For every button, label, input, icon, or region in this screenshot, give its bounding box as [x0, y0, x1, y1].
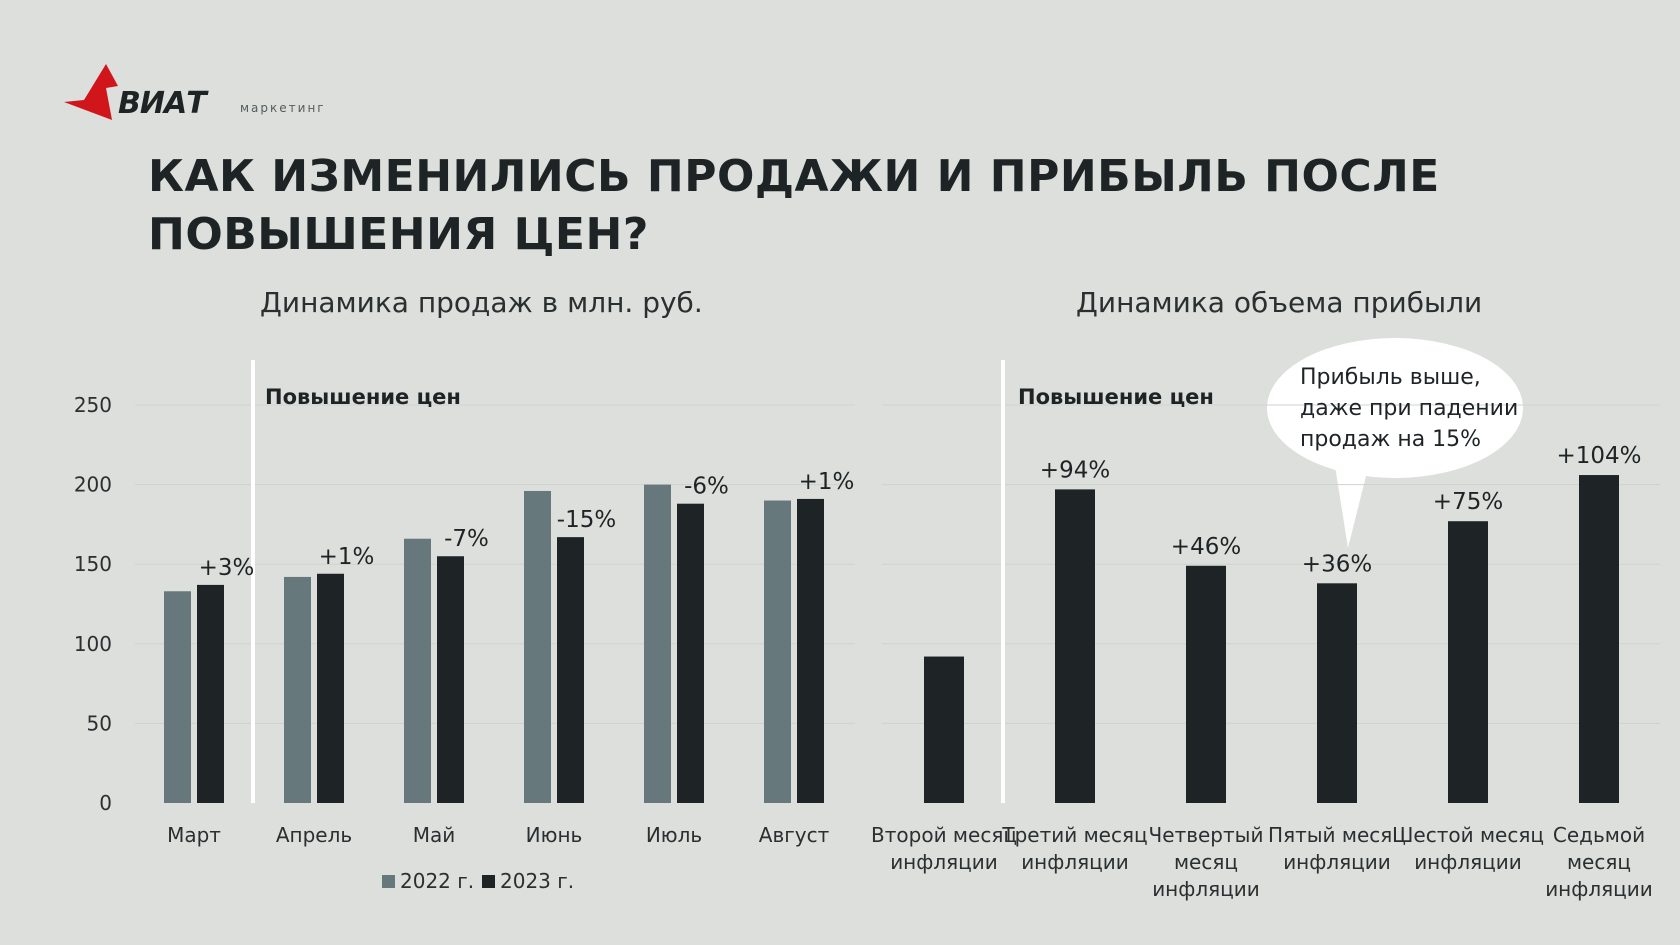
bar — [924, 656, 964, 803]
x-tick-label: Третий месяц инфляции — [1001, 823, 1147, 874]
bar — [677, 503, 704, 803]
y-tick-label: 100 — [74, 632, 112, 656]
legend-swatch — [382, 875, 395, 888]
bar — [644, 484, 671, 803]
bar — [404, 538, 431, 803]
callout-bubble-body — [1267, 338, 1523, 478]
bar — [284, 576, 311, 803]
profit-chart: Повышение цен Второй месяц инфляции +94% Тре… — [871, 360, 1660, 901]
x-tick-label: Июль — [646, 823, 702, 847]
callout-text: Прибыль выше, даже при падении продаж на… — [1300, 365, 1519, 452]
data-label: -6% — [684, 474, 729, 500]
sales-chart: 0 50 100 150 200 250 Повышение цен +3% Март +1% Ап… — [74, 360, 855, 893]
bar — [197, 584, 224, 803]
y-tick-label: 150 — [74, 552, 112, 576]
legend-entry: 2023 г. — [500, 869, 574, 893]
legend-entry: 2022 г. — [400, 869, 474, 893]
x-tick-label: Шестой месяц инфляции — [1392, 823, 1544, 874]
lightning-logo-icon — [64, 64, 118, 120]
bar — [1186, 565, 1226, 803]
data-label: +36% — [1302, 551, 1372, 577]
bar — [1579, 475, 1619, 803]
data-label: +3% — [199, 555, 255, 581]
bar — [797, 498, 824, 803]
sales-chart-title: Динамика продаж в млн. руб. — [260, 286, 703, 319]
data-label: +1% — [319, 544, 375, 570]
y-tick-label: 50 — [87, 711, 112, 735]
profit-chart-title: Динамика объема прибыли — [1076, 286, 1483, 319]
data-label: +75% — [1433, 489, 1503, 515]
x-tick-label: Второй месяц инфляции — [871, 823, 1017, 874]
x-tick-label: Апрель — [276, 823, 352, 847]
legend-swatch — [482, 875, 495, 888]
data-label: -7% — [444, 526, 489, 552]
price-increase-label: Повышение цен — [265, 385, 461, 409]
brand-logo: ВИАТ маркетинг — [62, 62, 362, 132]
data-label: +94% — [1040, 457, 1110, 483]
y-tick-label: 200 — [74, 473, 112, 497]
data-label: +1% — [799, 469, 855, 495]
x-tick-label: Март — [167, 823, 221, 847]
bar — [317, 573, 344, 803]
bar — [557, 537, 584, 803]
bar — [1055, 489, 1095, 803]
bar — [764, 500, 791, 803]
price-increase-label: Повышение цен — [1018, 385, 1214, 409]
x-tick-label: Май — [413, 823, 456, 847]
y-tick-label: 250 — [74, 393, 112, 417]
bar — [1448, 521, 1488, 803]
bar — [164, 591, 191, 803]
bar — [524, 490, 551, 803]
y-tick-label: 0 — [99, 791, 112, 815]
page-title: КАК ИЗМЕНИЛИСЬ ПРОДАЖИ И ПРИБЫЛЬ ПОСЛЕ П… — [148, 151, 1440, 260]
callout-bubble-tail — [1335, 466, 1368, 548]
x-tick-label: Четвертый месяц инфляции — [1149, 823, 1264, 901]
x-tick-label: Июнь — [526, 823, 583, 847]
bar — [437, 556, 464, 803]
bar — [1317, 583, 1357, 803]
x-tick-label: Август — [759, 823, 830, 847]
x-tick-label: Седьмой месяц инфляции — [1545, 823, 1653, 901]
data-label: +104% — [1556, 443, 1641, 469]
data-label: -15% — [557, 507, 616, 533]
x-tick-label: Пятый месяц инфляции — [1268, 823, 1406, 874]
data-label: +46% — [1171, 534, 1241, 560]
brand-tagline: маркетинг — [240, 101, 326, 115]
brand-name: ВИАТ — [118, 86, 207, 121]
